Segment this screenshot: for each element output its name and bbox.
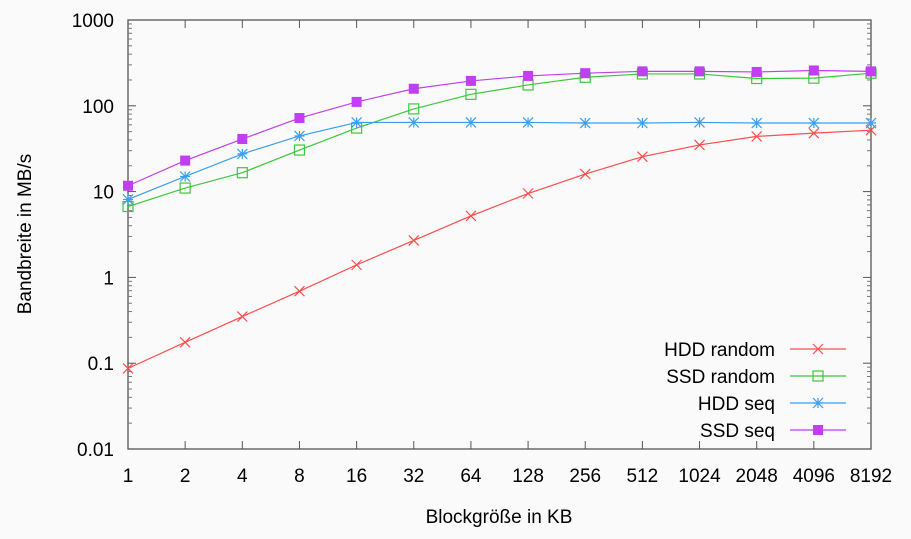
data-point-open-square: [408, 103, 420, 115]
x-tick-label: 256: [569, 466, 601, 487]
data-point-filled-square: [523, 70, 534, 81]
x-axis-label: Blockgröße in KB: [426, 507, 573, 528]
y-tick-label: 10: [93, 183, 114, 204]
data-point-asterisk: [236, 148, 248, 160]
series-line: [127, 129, 872, 369]
data-point-filled-square: [866, 66, 876, 77]
data-point-filled-square: [351, 96, 362, 107]
data-point-filled-square: [237, 134, 248, 145]
data-point-asterisk: [351, 117, 363, 128]
series-ssd-seq: [123, 65, 876, 191]
data-point-filled-square: [123, 180, 133, 191]
series-group: [122, 65, 877, 374]
axes: 0.01 0.1 1 10 100 1000 1 2 4 8 16 32 64 128 256 512 1024…: [72, 11, 892, 487]
data-point-x-marker: [122, 362, 134, 374]
y-axis-label: Bandbreite in MB/s: [15, 154, 36, 315]
y-tick-label: 0.01: [77, 440, 114, 461]
data-point-x-marker: [579, 168, 591, 180]
data-point-asterisk: [465, 117, 477, 128]
x-tick-label: 16: [346, 466, 367, 487]
data-point-x-marker: [465, 210, 477, 222]
data-point-asterisk: [636, 117, 648, 129]
data-point-filled-square: [637, 66, 648, 77]
data-point-x-marker: [751, 130, 763, 142]
x-tick-label: 1: [123, 466, 134, 487]
legend-label: HDD random: [664, 340, 775, 361]
data-point-filled-square: [808, 65, 819, 76]
series-line: [127, 69, 872, 187]
y-tick-label: 100: [82, 97, 114, 118]
data-point-x-marker: [294, 285, 305, 297]
data-point-x-marker: [179, 336, 191, 348]
x-tick-label: 2048: [736, 466, 778, 487]
series-hdd-random: [122, 124, 877, 374]
x-tick-label: 8: [294, 466, 305, 487]
data-point-filled-square: [751, 66, 762, 77]
data-point-x-marker: [351, 259, 363, 271]
x-tick-label: 64: [460, 466, 482, 487]
legend-label: HDD seq: [698, 394, 775, 415]
data-point-asterisk: [122, 194, 134, 205]
data-point-x-marker: [812, 343, 824, 355]
y-tick-label: 1: [103, 268, 114, 289]
data-point-asterisk: [408, 117, 420, 128]
data-point-filled-square: [294, 113, 305, 124]
plot-border: [127, 19, 872, 450]
data-point-asterisk: [179, 171, 191, 182]
data-point-filled-square: [465, 75, 476, 86]
legend-label: SSD seq: [700, 421, 775, 442]
x-tick-label: 512: [627, 466, 659, 487]
data-point-asterisk: [579, 117, 591, 129]
data-point-open-square: [465, 88, 477, 100]
data-point-filled-square: [694, 66, 705, 77]
data-point-filled-square: [180, 155, 191, 166]
y-tick-label: 1000: [72, 11, 114, 32]
data-point-open-square: [812, 370, 824, 382]
data-point-open-square: [179, 182, 191, 194]
series-line: [127, 121, 871, 201]
series-line: [127, 72, 872, 208]
data-point-x-marker: [694, 139, 705, 151]
y-tick-label: 0.1: [88, 354, 114, 375]
data-point-open-square: [293, 144, 306, 156]
legend-label: SSD random: [666, 367, 775, 388]
x-tick-label: 32: [403, 466, 424, 487]
x-tick-label: 4096: [793, 466, 835, 487]
series-hdd-seq: [122, 117, 877, 205]
x-tick-label: 128: [512, 466, 544, 487]
x-tick-label: 4: [237, 466, 248, 487]
data-point-filled-square: [813, 425, 823, 435]
data-point-x-marker: [522, 188, 534, 199]
data-point-asterisk: [812, 397, 824, 409]
x-tick-label: 2: [180, 466, 191, 487]
x-tick-label: 1024: [678, 466, 721, 487]
data-point-open-square: [236, 167, 248, 179]
data-point-x-marker: [408, 234, 420, 246]
data-point-asterisk: [865, 117, 877, 129]
data-point-asterisk: [522, 117, 534, 128]
data-point-asterisk: [808, 117, 820, 129]
data-point-asterisk: [694, 117, 705, 128]
data-point-x-marker: [636, 151, 648, 163]
data-point-filled-square: [580, 68, 591, 79]
data-point-filled-square: [408, 83, 419, 94]
data-point-x-marker: [808, 127, 820, 139]
data-point-asterisk: [294, 130, 305, 142]
legend: HDD random SSD random HDD seq SSD seq: [664, 340, 846, 442]
data-point-x-marker: [236, 311, 248, 322]
x-tick-label: 8192: [850, 466, 892, 487]
data-point-asterisk: [751, 117, 763, 129]
